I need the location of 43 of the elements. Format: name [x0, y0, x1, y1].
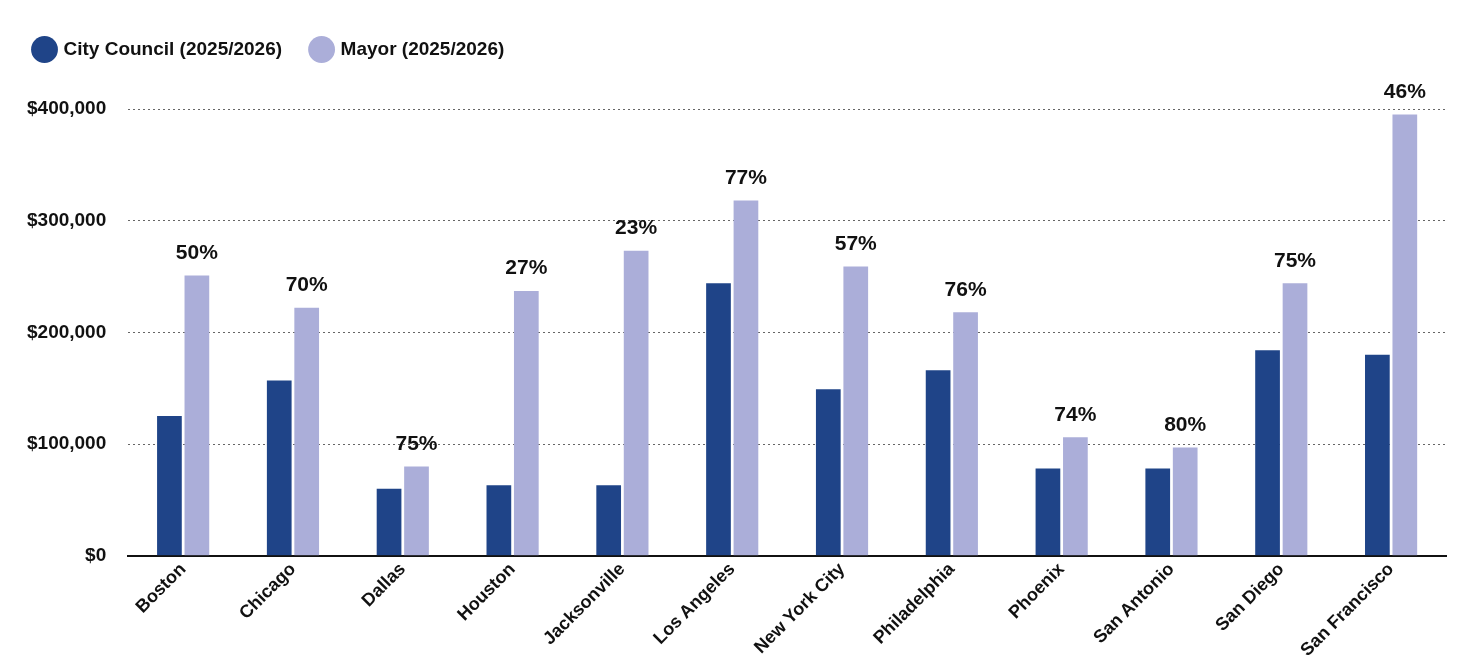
- bar: [596, 485, 622, 556]
- bar: [733, 200, 759, 556]
- annotation: 74%: [1054, 401, 1097, 425]
- annotation: 27%: [505, 255, 548, 279]
- annotation: 23%: [615, 215, 658, 239]
- bar: [706, 283, 731, 556]
- annotation: 57%: [834, 230, 878, 254]
- y-tick-label: $400,000: [27, 97, 107, 119]
- bar: [1145, 468, 1171, 556]
- annotation: 76%: [944, 276, 987, 300]
- annotation: 80%: [1164, 411, 1207, 435]
- bar: [815, 389, 841, 556]
- bar: [294, 307, 320, 556]
- bar: [157, 416, 182, 556]
- annotation: 46%: [1383, 78, 1427, 102]
- annotation: 75%: [395, 430, 438, 454]
- bar: [1063, 437, 1088, 556]
- bar: [925, 370, 951, 556]
- bar: [953, 312, 978, 556]
- bar: [513, 291, 539, 556]
- bar: [376, 488, 402, 556]
- y-tick-label: $0: [85, 543, 107, 565]
- bar: [184, 275, 210, 556]
- bar: [486, 485, 512, 556]
- bar: [623, 250, 649, 556]
- annotation: 70%: [285, 272, 329, 296]
- y-tick-label: $100,000: [27, 432, 107, 454]
- bar: [1035, 468, 1061, 556]
- legend-label: City Council (2025/2026): [63, 37, 283, 59]
- y-tick-label: $300,000: [27, 208, 107, 230]
- annotation: 50%: [175, 239, 219, 263]
- y-tick-label: $200,000: [27, 320, 107, 342]
- legend-label: Mayor (2025/2026): [340, 37, 505, 59]
- annotation: 75%: [1273, 247, 1317, 271]
- bar: [266, 380, 292, 556]
- bar: [404, 466, 429, 556]
- bar: [1282, 283, 1308, 556]
- bar: [1255, 350, 1280, 556]
- bar: [1392, 114, 1418, 556]
- bar: [1172, 447, 1198, 556]
- bar: [1365, 354, 1390, 556]
- bar: [843, 266, 869, 556]
- annotation: 77%: [724, 164, 768, 188]
